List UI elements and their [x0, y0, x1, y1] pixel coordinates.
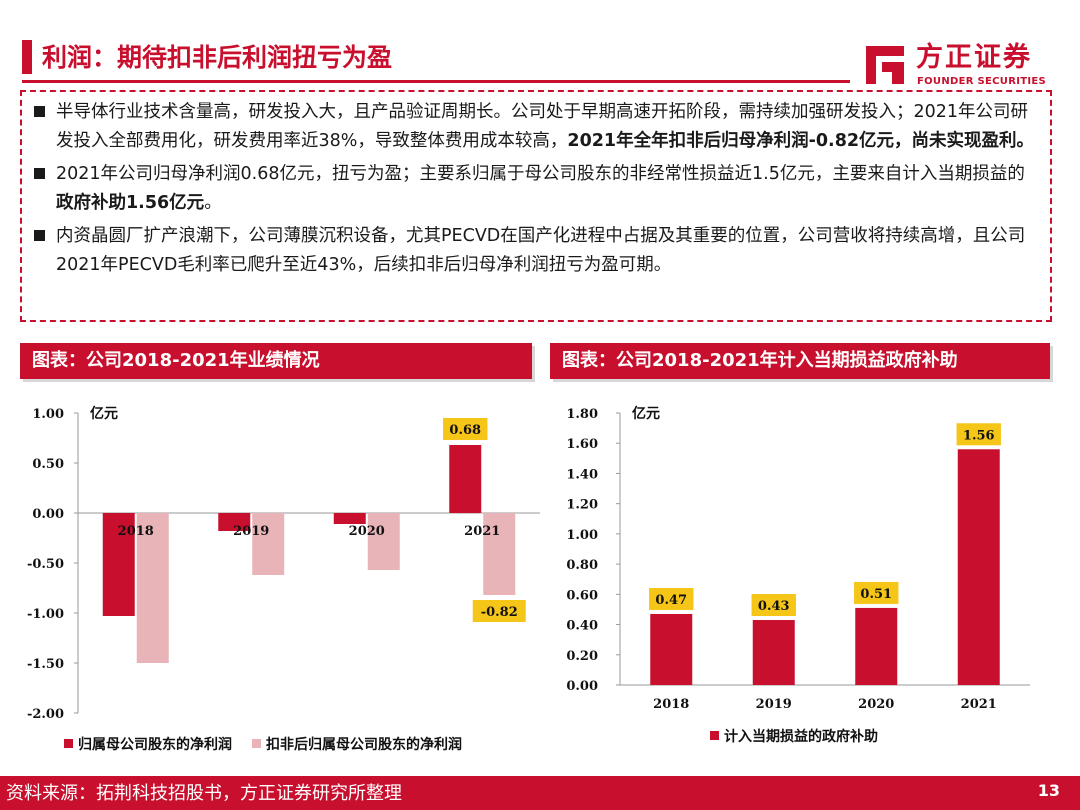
- y-tick-label: 1.20: [566, 498, 598, 513]
- legend-label: 归属母公司股东的净利润: [78, 736, 232, 753]
- bullet-emphasis: 政府补助1.56亿元: [56, 193, 205, 213]
- data-label-box: [443, 418, 488, 440]
- x-tick-label: 2018: [118, 524, 154, 539]
- left-chart-title: 图表：公司2018-2021年业绩情况: [20, 343, 532, 379]
- y-tick-label: 0.80: [566, 558, 598, 573]
- bar-2021-s1: [483, 513, 516, 595]
- legend-swatch: [64, 739, 73, 748]
- y-tick-label: -0.50: [27, 557, 64, 572]
- square-bullet-icon: [34, 168, 45, 179]
- legend-swatch: [710, 731, 719, 740]
- bar-2020-s1: [367, 513, 400, 570]
- data-label-box: [956, 423, 1001, 446]
- data-label: 0.47: [655, 593, 687, 608]
- subsidy-bar-chart: 1.80 1.60 1.40 1.20 1.00 0.80 0.60 0.40 0.20 0.00…: [566, 405, 1030, 745]
- slide-title: 利润：期待扣非后利润扭亏为盈: [42, 43, 393, 72]
- y-tick-label: 0.20: [566, 649, 598, 664]
- data-label-box: [472, 600, 526, 622]
- bullet-item: 2021年公司归母净利润0.68亿元，扭亏为盈；主要系归属于母公司股东的非经常性…: [34, 160, 1040, 218]
- y-unit-label: 亿元: [632, 405, 660, 422]
- y-tick-label: -2.00: [27, 707, 64, 722]
- x-tick-label: 2020: [858, 697, 894, 712]
- y-tick-label: 1.00: [566, 528, 598, 543]
- x-tick-label: 2019: [233, 524, 269, 539]
- y-tick-label: 0.00: [32, 507, 64, 522]
- data-label: -0.82: [481, 605, 518, 620]
- bar-2019: [752, 620, 795, 685]
- bar-2019-s1: [252, 513, 285, 575]
- bar-2021: [957, 449, 1000, 685]
- x-tick-label: 2021: [961, 697, 997, 712]
- x-tick-label: 2018: [653, 697, 689, 712]
- data-label: 0.43: [758, 599, 790, 614]
- x-tick-label: 2021: [464, 524, 500, 539]
- company-logo: 方正证券 FOUNDER SECURITIES: [862, 40, 1062, 92]
- y-tick-label: 0.40: [566, 619, 598, 634]
- y-unit-label: 亿元: [90, 405, 118, 422]
- data-label-box: [649, 587, 694, 610]
- bar-2020: [855, 607, 898, 685]
- founder-logo-icon: [866, 46, 904, 84]
- bar-2018-s1: [136, 513, 169, 663]
- right-chart-title: 图表：公司2018-2021年计入当期损益政府补助: [550, 343, 1050, 379]
- bullet-item: 半导体行业技术含量高，研发投入大，且产品验证周期长。公司处于早期高速开拓阶段，需…: [34, 98, 1040, 156]
- bar-2019-s0: [218, 513, 251, 531]
- y-tick-label: -1.50: [27, 657, 64, 672]
- logo-chinese-name: 方正证券: [916, 42, 1032, 73]
- data-label-box: [854, 581, 899, 604]
- source-note: 资料来源：拓荆科技招股书，方正证券研究所整理: [6, 783, 402, 804]
- y-tick-label: 1.60: [566, 437, 598, 452]
- legend-label: 计入当期损益的政府补助: [724, 728, 878, 745]
- title-accent-bar: [22, 40, 32, 74]
- profit-bar-chart: 1.00 0.50 0.00 -0.50 -1.00 -1.50 -2.00 亿元 2018 20…: [27, 405, 540, 753]
- bullet-item: 内资晶圆厂扩产浪潮下，公司薄膜沉积设备，尤其PECVD在国产化进程中占据及其重要…: [34, 222, 1040, 280]
- legend-label: 扣非后归属母公司股东的净利润: [266, 736, 462, 753]
- bar-2020-s0: [333, 513, 366, 524]
- data-label-box: [751, 594, 796, 617]
- y-tick-label: 0.60: [566, 588, 598, 603]
- y-tick-label: -1.00: [27, 607, 64, 622]
- footer-bar: [0, 776, 1080, 810]
- bar-2021-s0: [449, 445, 482, 513]
- y-tick-label: 0.00: [566, 679, 598, 694]
- bullet-emphasis: 2021年全年扣非后归母净利润-0.82亿元，尚未实现盈利。: [567, 131, 1035, 151]
- y-tick-label: 1.80: [566, 407, 598, 422]
- y-tick-label: 1.40: [566, 467, 598, 482]
- title-rule: [22, 80, 850, 83]
- key-points-box: 半导体行业技术含量高，研发投入大，且产品验证周期长。公司处于早期高速开拓阶段，需…: [20, 90, 1052, 322]
- logo-english-name: FOUNDER SECURITIES: [917, 76, 1047, 87]
- data-label: 0.68: [449, 423, 481, 438]
- page-number: 13: [1037, 781, 1060, 800]
- square-bullet-icon: [34, 106, 45, 117]
- x-tick-label: 2020: [349, 524, 385, 539]
- bar-2018-s0: [102, 513, 135, 616]
- y-tick-label: 1.00: [32, 407, 64, 422]
- data-label: 0.51: [860, 587, 892, 602]
- y-tick-label: 0.50: [32, 457, 64, 472]
- data-label: 1.56: [963, 428, 995, 443]
- legend-swatch: [252, 739, 261, 748]
- bar-2018: [650, 613, 693, 685]
- x-tick-label: 2019: [756, 697, 792, 712]
- square-bullet-icon: [34, 230, 45, 241]
